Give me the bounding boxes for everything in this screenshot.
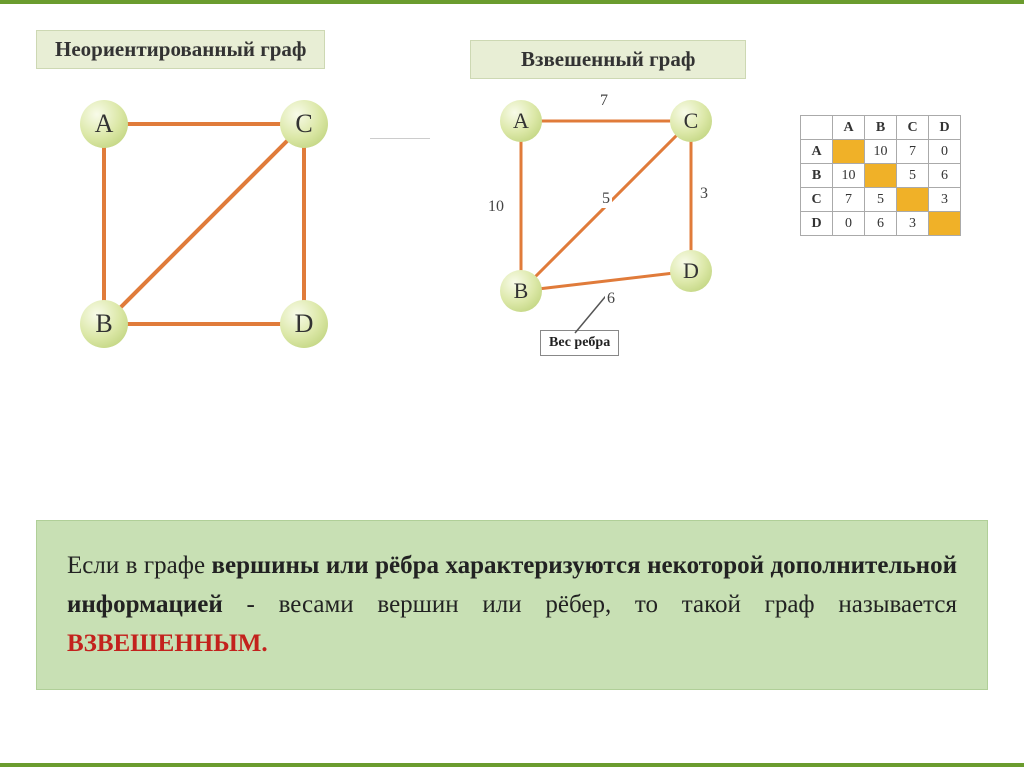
mr-b-0: 10 — [833, 164, 865, 188]
mh-a: A — [833, 116, 865, 140]
g1-node-c: C — [280, 100, 328, 148]
mr-d-1: 6 — [865, 212, 897, 236]
header-undirected: Неориентированный граф — [36, 30, 325, 69]
g2-node-b: B — [500, 270, 542, 312]
mr-d-label: D — [801, 212, 833, 236]
mr-c-0: 7 — [833, 188, 865, 212]
matrix-row-a: A 10 7 0 — [801, 140, 961, 164]
mr-c-2 — [897, 188, 929, 212]
matrix-row-b: B 10 5 6 — [801, 164, 961, 188]
header-weighted: Взвешенный граф — [470, 40, 746, 79]
mr-d-3 — [929, 212, 961, 236]
matrix-header-row: A B C D — [801, 116, 961, 140]
mr-b-label: B — [801, 164, 833, 188]
g1-node-b: B — [80, 300, 128, 348]
mr-b-2: 5 — [897, 164, 929, 188]
mr-c-label: C — [801, 188, 833, 212]
g1-node-d: D — [280, 300, 328, 348]
matrix-corner — [801, 116, 833, 140]
def-red: ВЗВЕШЕННЫМ. — [67, 630, 268, 657]
mh-d: D — [929, 116, 961, 140]
mr-c-1: 5 — [865, 188, 897, 212]
mr-a-label: A — [801, 140, 833, 164]
mr-c-3: 3 — [929, 188, 961, 212]
g1-node-a: A — [80, 100, 128, 148]
label-bd: 6 — [605, 290, 617, 308]
mr-d-0: 0 — [833, 212, 865, 236]
mr-a-0 — [833, 140, 865, 164]
mr-b-1 — [865, 164, 897, 188]
mr-a-1: 10 — [865, 140, 897, 164]
mh-c: C — [897, 116, 929, 140]
adjacency-matrix: A B C D A 10 7 0 B 10 5 6 C 7 5 3 D 0 6 … — [800, 115, 961, 236]
mr-a-2: 7 — [897, 140, 929, 164]
matrix-row-c: C 7 5 3 — [801, 188, 961, 212]
label-ac: 7 — [598, 92, 610, 110]
graph-undirected: A C B D — [60, 80, 360, 380]
divider-line — [370, 138, 430, 139]
g2-node-d: D — [670, 250, 712, 292]
label-cd: 3 — [698, 185, 710, 203]
mr-b-3: 6 — [929, 164, 961, 188]
g2-node-c: C — [670, 100, 712, 142]
def-part1: Если в графе — [67, 552, 211, 579]
def-part2: - весами вершин или рёбер, то такой граф… — [223, 591, 957, 618]
matrix-row-d: D 0 6 3 — [801, 212, 961, 236]
definition-box: Если в графе вершины или рёбра характери… — [36, 520, 988, 690]
label-bc: 5 — [600, 190, 612, 208]
bottom-stripe — [0, 763, 1024, 767]
g2-node-a: A — [500, 100, 542, 142]
mh-b: B — [865, 116, 897, 140]
top-stripe — [0, 0, 1024, 4]
mr-a-3: 0 — [929, 140, 961, 164]
mr-d-2: 3 — [897, 212, 929, 236]
label-ab: 10 — [486, 198, 506, 216]
